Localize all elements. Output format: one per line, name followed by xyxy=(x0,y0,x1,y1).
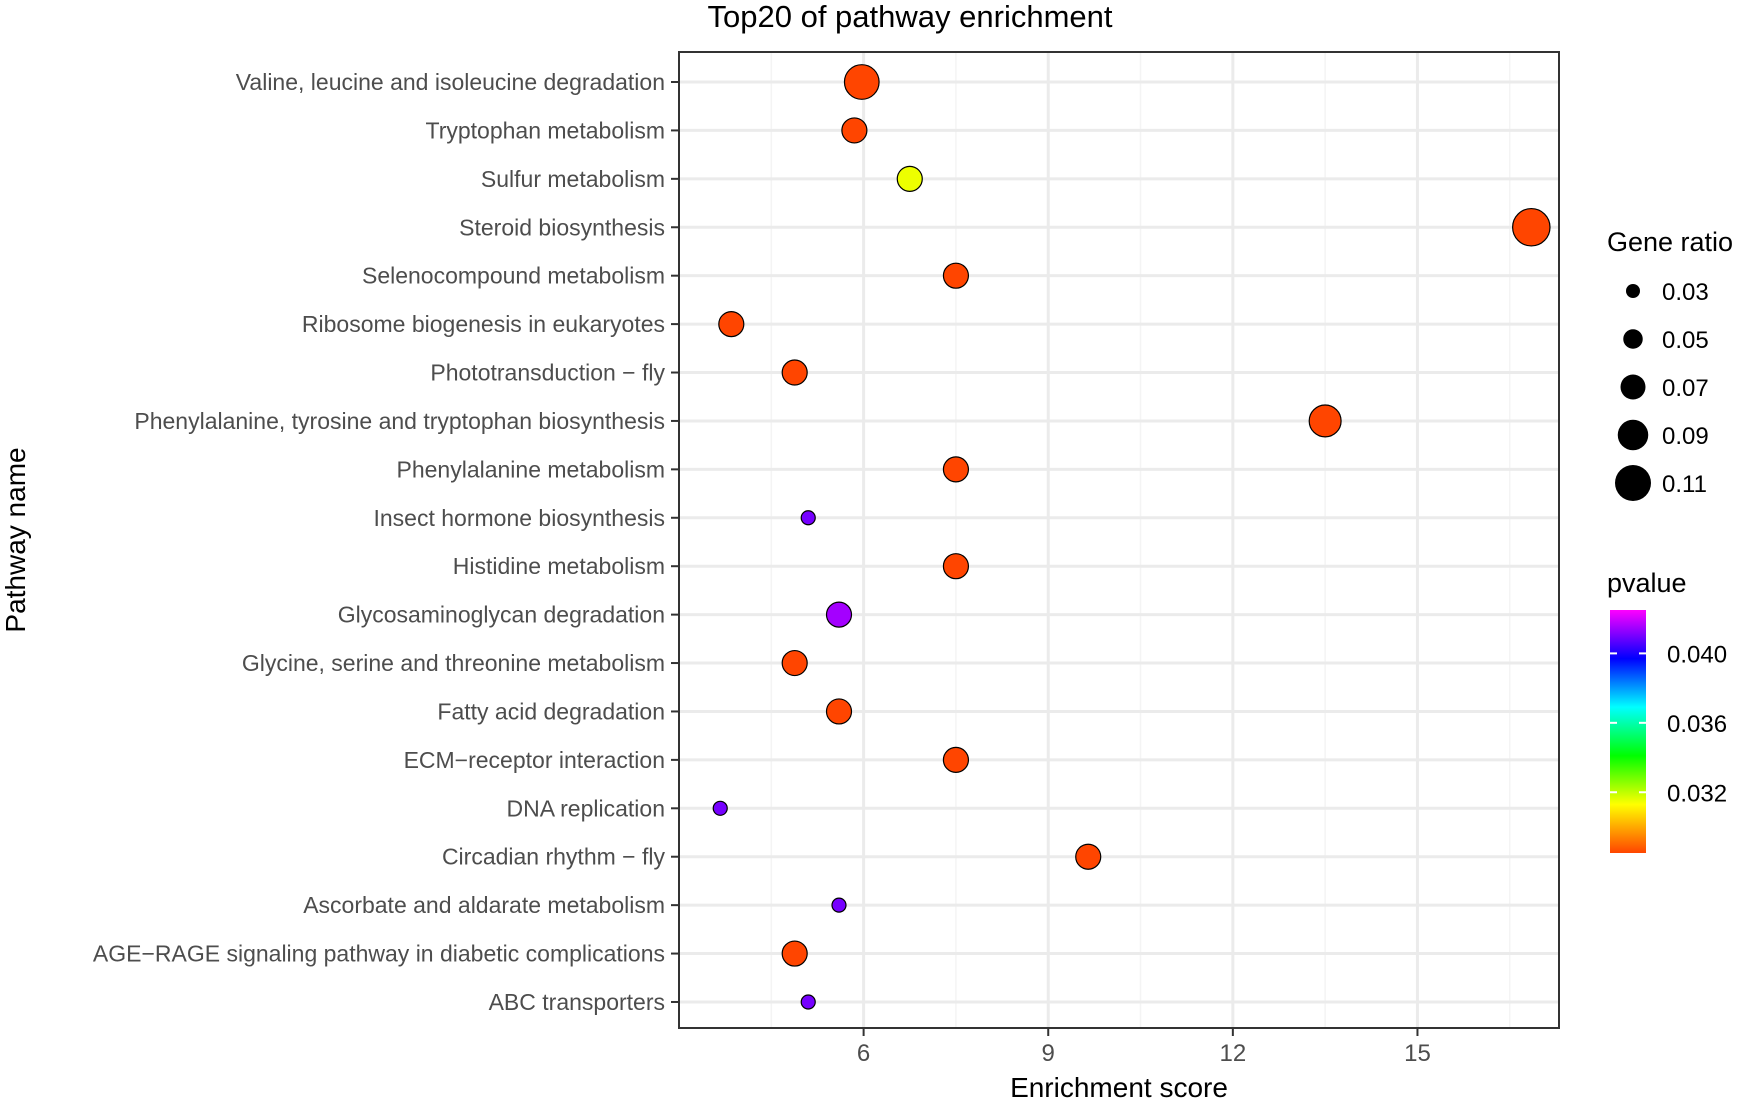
y-category-label: Tryptophan metabolism xyxy=(426,117,665,143)
y-category-label: Ribosome biogenesis in eukaryotes xyxy=(302,311,665,337)
data-point xyxy=(942,746,970,773)
size-legend-key xyxy=(1620,374,1646,400)
y-category-label: Phenylalanine, tyrosine and tryptophan b… xyxy=(134,408,665,434)
size-legend-label: 0.07 xyxy=(1662,375,1709,402)
x-tick-label: 6 xyxy=(857,1040,870,1067)
colorbar-tick-label: 0.036 xyxy=(1667,711,1727,738)
data-point xyxy=(800,994,816,1010)
data-point xyxy=(718,311,745,338)
data-point xyxy=(942,262,970,289)
data-point xyxy=(896,165,923,192)
chart-title: Top20 of pathway enrichment xyxy=(708,0,1113,34)
size-legend-key xyxy=(1626,284,1640,298)
data-point xyxy=(841,117,868,144)
x-tick-label: 12 xyxy=(1219,1040,1246,1067)
data-point xyxy=(800,510,816,526)
data-point xyxy=(781,359,808,386)
size-legend-title: Gene ratio xyxy=(1607,227,1733,257)
size-legend: Gene ratio 0.03 0.05 0.07 0.09 0.11 xyxy=(1607,227,1733,501)
axis-layer: 6 9 12 15 Valine, leucine and isoleucine deg… xyxy=(93,69,1431,1067)
data-point xyxy=(781,649,808,677)
y-axis-label: Pathway name xyxy=(0,447,31,632)
color-legend-title: pvalue xyxy=(1607,568,1687,598)
colorbar-tick-label: 0.040 xyxy=(1667,641,1727,668)
y-category-label: Glycosaminoglycan degradation xyxy=(338,602,665,628)
data-point xyxy=(942,456,970,483)
data-point xyxy=(712,800,728,816)
colorbar-tick-label: 0.032 xyxy=(1667,780,1727,807)
x-tick-label: 9 xyxy=(1042,1040,1055,1067)
data-point xyxy=(1308,404,1342,438)
y-category-label: Phototransduction − fly xyxy=(430,360,665,386)
size-legend-label: 0.09 xyxy=(1662,423,1709,450)
y-category-label: Fatty acid degradation xyxy=(437,698,665,724)
size-legend-key xyxy=(1623,329,1643,349)
data-point xyxy=(1512,207,1551,247)
y-category-label: ECM−receptor interaction xyxy=(404,747,665,773)
y-category-label: Selenocompound metabolism xyxy=(362,263,665,289)
x-axis-label: Enrichment score xyxy=(1010,1072,1228,1102)
size-legend-label: 0.11 xyxy=(1662,471,1707,498)
y-category-label: Histidine metabolism xyxy=(453,553,665,579)
data-point xyxy=(825,698,853,725)
grid-layer xyxy=(679,52,1559,1028)
data-point xyxy=(781,940,808,967)
data-point xyxy=(1075,843,1102,870)
data-point xyxy=(942,553,970,580)
y-category-label: Circadian rhythm − fly xyxy=(442,844,666,870)
size-legend-key xyxy=(1615,465,1651,501)
data-point xyxy=(825,601,853,628)
x-tick-label: 15 xyxy=(1404,1040,1431,1067)
data-point xyxy=(831,897,847,913)
size-legend-label: 0.05 xyxy=(1662,327,1709,354)
y-category-label: Steroid biosynthesis xyxy=(459,214,665,240)
pvalue-colorbar xyxy=(1610,610,1646,853)
size-legend-label: 0.03 xyxy=(1662,279,1709,306)
y-category-label: Sulfur metabolism xyxy=(481,166,665,192)
y-category-label: Phenylalanine metabolism xyxy=(397,456,666,482)
y-category-label: Glycine, serine and threonine metabolism xyxy=(242,650,665,676)
y-category-label: Valine, leucine and isoleucine degradati… xyxy=(236,69,665,95)
y-category-label: Insect hormone biosynthesis xyxy=(374,505,666,531)
y-category-label: ABC transporters xyxy=(489,989,665,1015)
panel-border xyxy=(678,51,1560,1029)
y-category-label: DNA replication xyxy=(506,795,665,821)
data-point xyxy=(843,64,880,100)
color-legend: pvalue 0.040 0.036 0.032 xyxy=(1607,568,1727,853)
y-category-label: Ascorbate and aldarate metabolism xyxy=(303,892,665,918)
marker-layer xyxy=(712,64,1551,1010)
size-legend-key xyxy=(1617,419,1649,451)
y-category-label: AGE−RAGE signaling pathway in diabetic c… xyxy=(93,941,665,967)
